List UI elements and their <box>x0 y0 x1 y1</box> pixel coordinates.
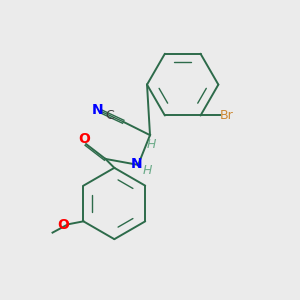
Text: N: N <box>131 157 142 171</box>
Text: O: O <box>78 132 90 146</box>
Text: O: O <box>57 218 69 232</box>
Text: N: N <box>92 103 103 117</box>
Text: H: H <box>147 138 156 151</box>
Text: H: H <box>143 164 152 177</box>
Text: Br: Br <box>220 109 233 122</box>
Text: C: C <box>105 109 114 122</box>
